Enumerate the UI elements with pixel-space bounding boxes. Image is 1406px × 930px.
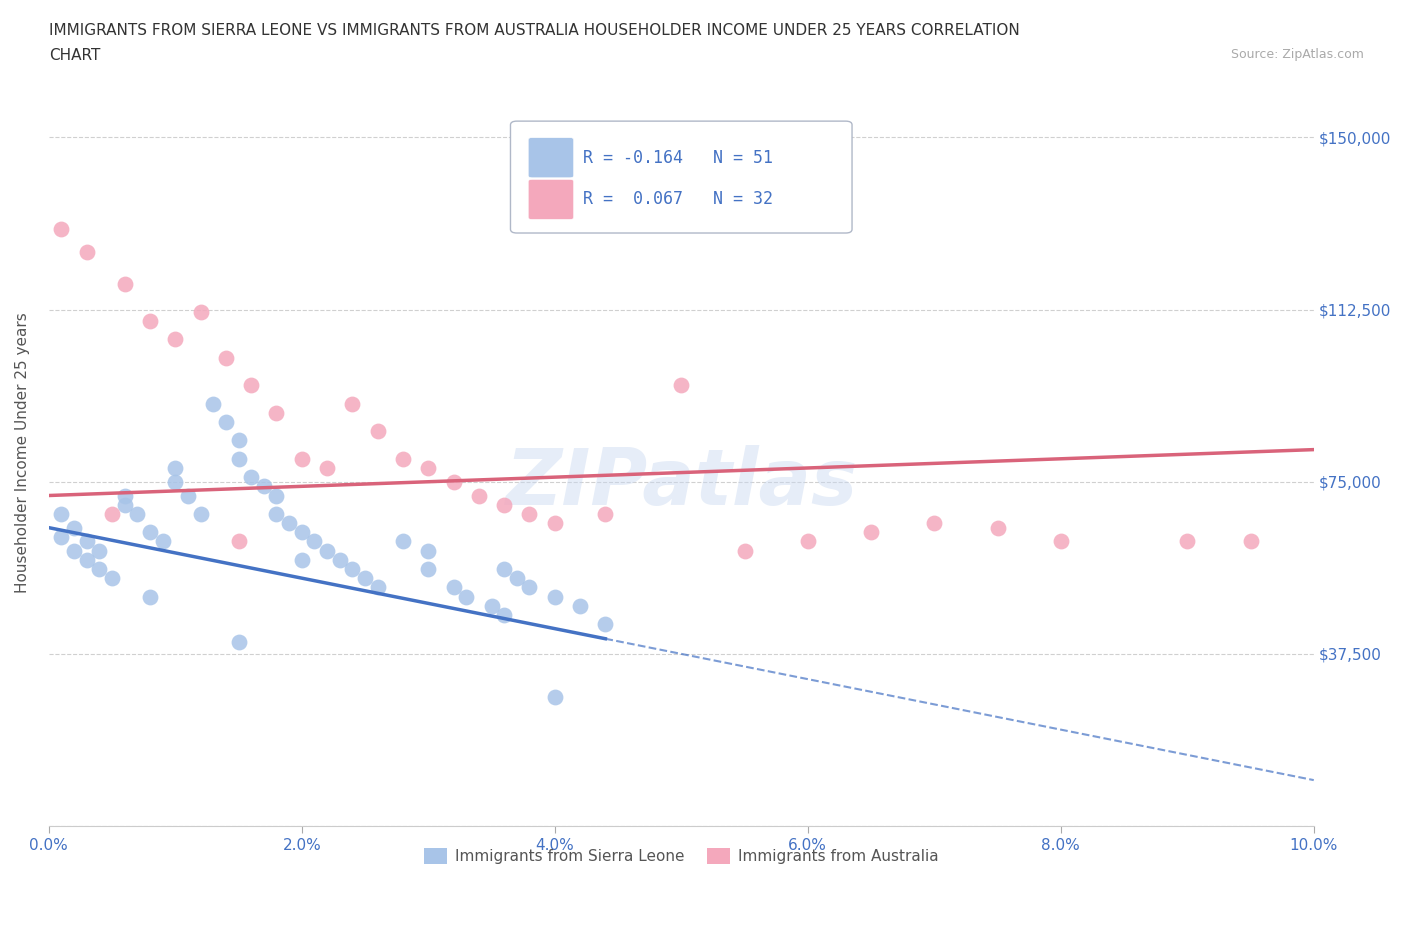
Point [544, 589, 567, 604]
Point [797, 534, 820, 549]
Point [342, 562, 364, 577]
Point [139, 313, 162, 328]
Point [114, 498, 136, 512]
FancyBboxPatch shape [529, 138, 574, 178]
Point [190, 304, 212, 319]
Point [544, 515, 567, 530]
Point [418, 562, 440, 577]
Point [494, 562, 516, 577]
Point [468, 488, 491, 503]
Point [139, 525, 162, 539]
Point [291, 552, 314, 567]
Point [165, 460, 187, 475]
Point [316, 460, 339, 475]
Point [190, 507, 212, 522]
Text: Source: ZipAtlas.com: Source: ZipAtlas.com [1230, 48, 1364, 61]
Point [519, 507, 541, 522]
Point [278, 515, 301, 530]
Point [228, 433, 250, 448]
Point [63, 543, 86, 558]
Point [986, 520, 1008, 535]
Point [266, 488, 288, 503]
Point [418, 460, 440, 475]
Point [671, 378, 693, 392]
Point [342, 396, 364, 411]
Point [63, 520, 86, 535]
Point [494, 607, 516, 622]
Point [76, 534, 98, 549]
Point [443, 474, 465, 489]
Point [1175, 534, 1198, 549]
Point [228, 451, 250, 466]
Point [215, 351, 238, 365]
Point [859, 525, 882, 539]
Y-axis label: Householder Income Under 25 years: Householder Income Under 25 years [15, 312, 30, 593]
Point [114, 488, 136, 503]
Text: R =  0.067   N = 32: R = 0.067 N = 32 [582, 191, 772, 208]
Point [165, 332, 187, 347]
Point [76, 245, 98, 259]
Point [240, 470, 263, 485]
Point [456, 589, 478, 604]
Point [228, 635, 250, 650]
Point [1049, 534, 1071, 549]
Point [291, 451, 314, 466]
Point [354, 571, 377, 586]
Point [253, 479, 276, 494]
Point [51, 529, 73, 544]
Point [443, 580, 465, 595]
Point [51, 507, 73, 522]
Text: R = -0.164   N = 51: R = -0.164 N = 51 [582, 149, 772, 166]
Point [418, 543, 440, 558]
Point [101, 507, 124, 522]
Point [922, 515, 945, 530]
FancyBboxPatch shape [529, 179, 574, 219]
Point [494, 498, 516, 512]
Point [202, 396, 225, 411]
Point [89, 543, 111, 558]
Point [89, 562, 111, 577]
Point [127, 507, 149, 522]
Point [392, 451, 415, 466]
Point [367, 580, 389, 595]
Point [101, 571, 124, 586]
Point [291, 525, 314, 539]
Point [569, 598, 592, 613]
Point [304, 534, 326, 549]
Point [544, 690, 567, 705]
Point [177, 488, 200, 503]
Point [367, 424, 389, 439]
Legend: Immigrants from Sierra Leone, Immigrants from Australia: Immigrants from Sierra Leone, Immigrants… [418, 843, 945, 870]
Point [51, 222, 73, 237]
Point [139, 589, 162, 604]
Point [266, 405, 288, 420]
Point [266, 507, 288, 522]
Text: ZIPatlas: ZIPatlas [505, 445, 858, 521]
Point [595, 507, 617, 522]
Point [114, 277, 136, 292]
Point [734, 543, 756, 558]
Point [165, 474, 187, 489]
Point [519, 580, 541, 595]
Point [329, 552, 352, 567]
Point [316, 543, 339, 558]
Point [506, 571, 529, 586]
Text: IMMIGRANTS FROM SIERRA LEONE VS IMMIGRANTS FROM AUSTRALIA HOUSEHOLDER INCOME UND: IMMIGRANTS FROM SIERRA LEONE VS IMMIGRAN… [49, 23, 1019, 38]
Point [76, 552, 98, 567]
Point [240, 378, 263, 392]
Point [1239, 534, 1261, 549]
Point [595, 617, 617, 631]
Point [152, 534, 174, 549]
Point [215, 415, 238, 430]
Point [228, 534, 250, 549]
Point [392, 534, 415, 549]
Point [481, 598, 503, 613]
Text: CHART: CHART [49, 48, 101, 63]
FancyBboxPatch shape [510, 121, 852, 233]
